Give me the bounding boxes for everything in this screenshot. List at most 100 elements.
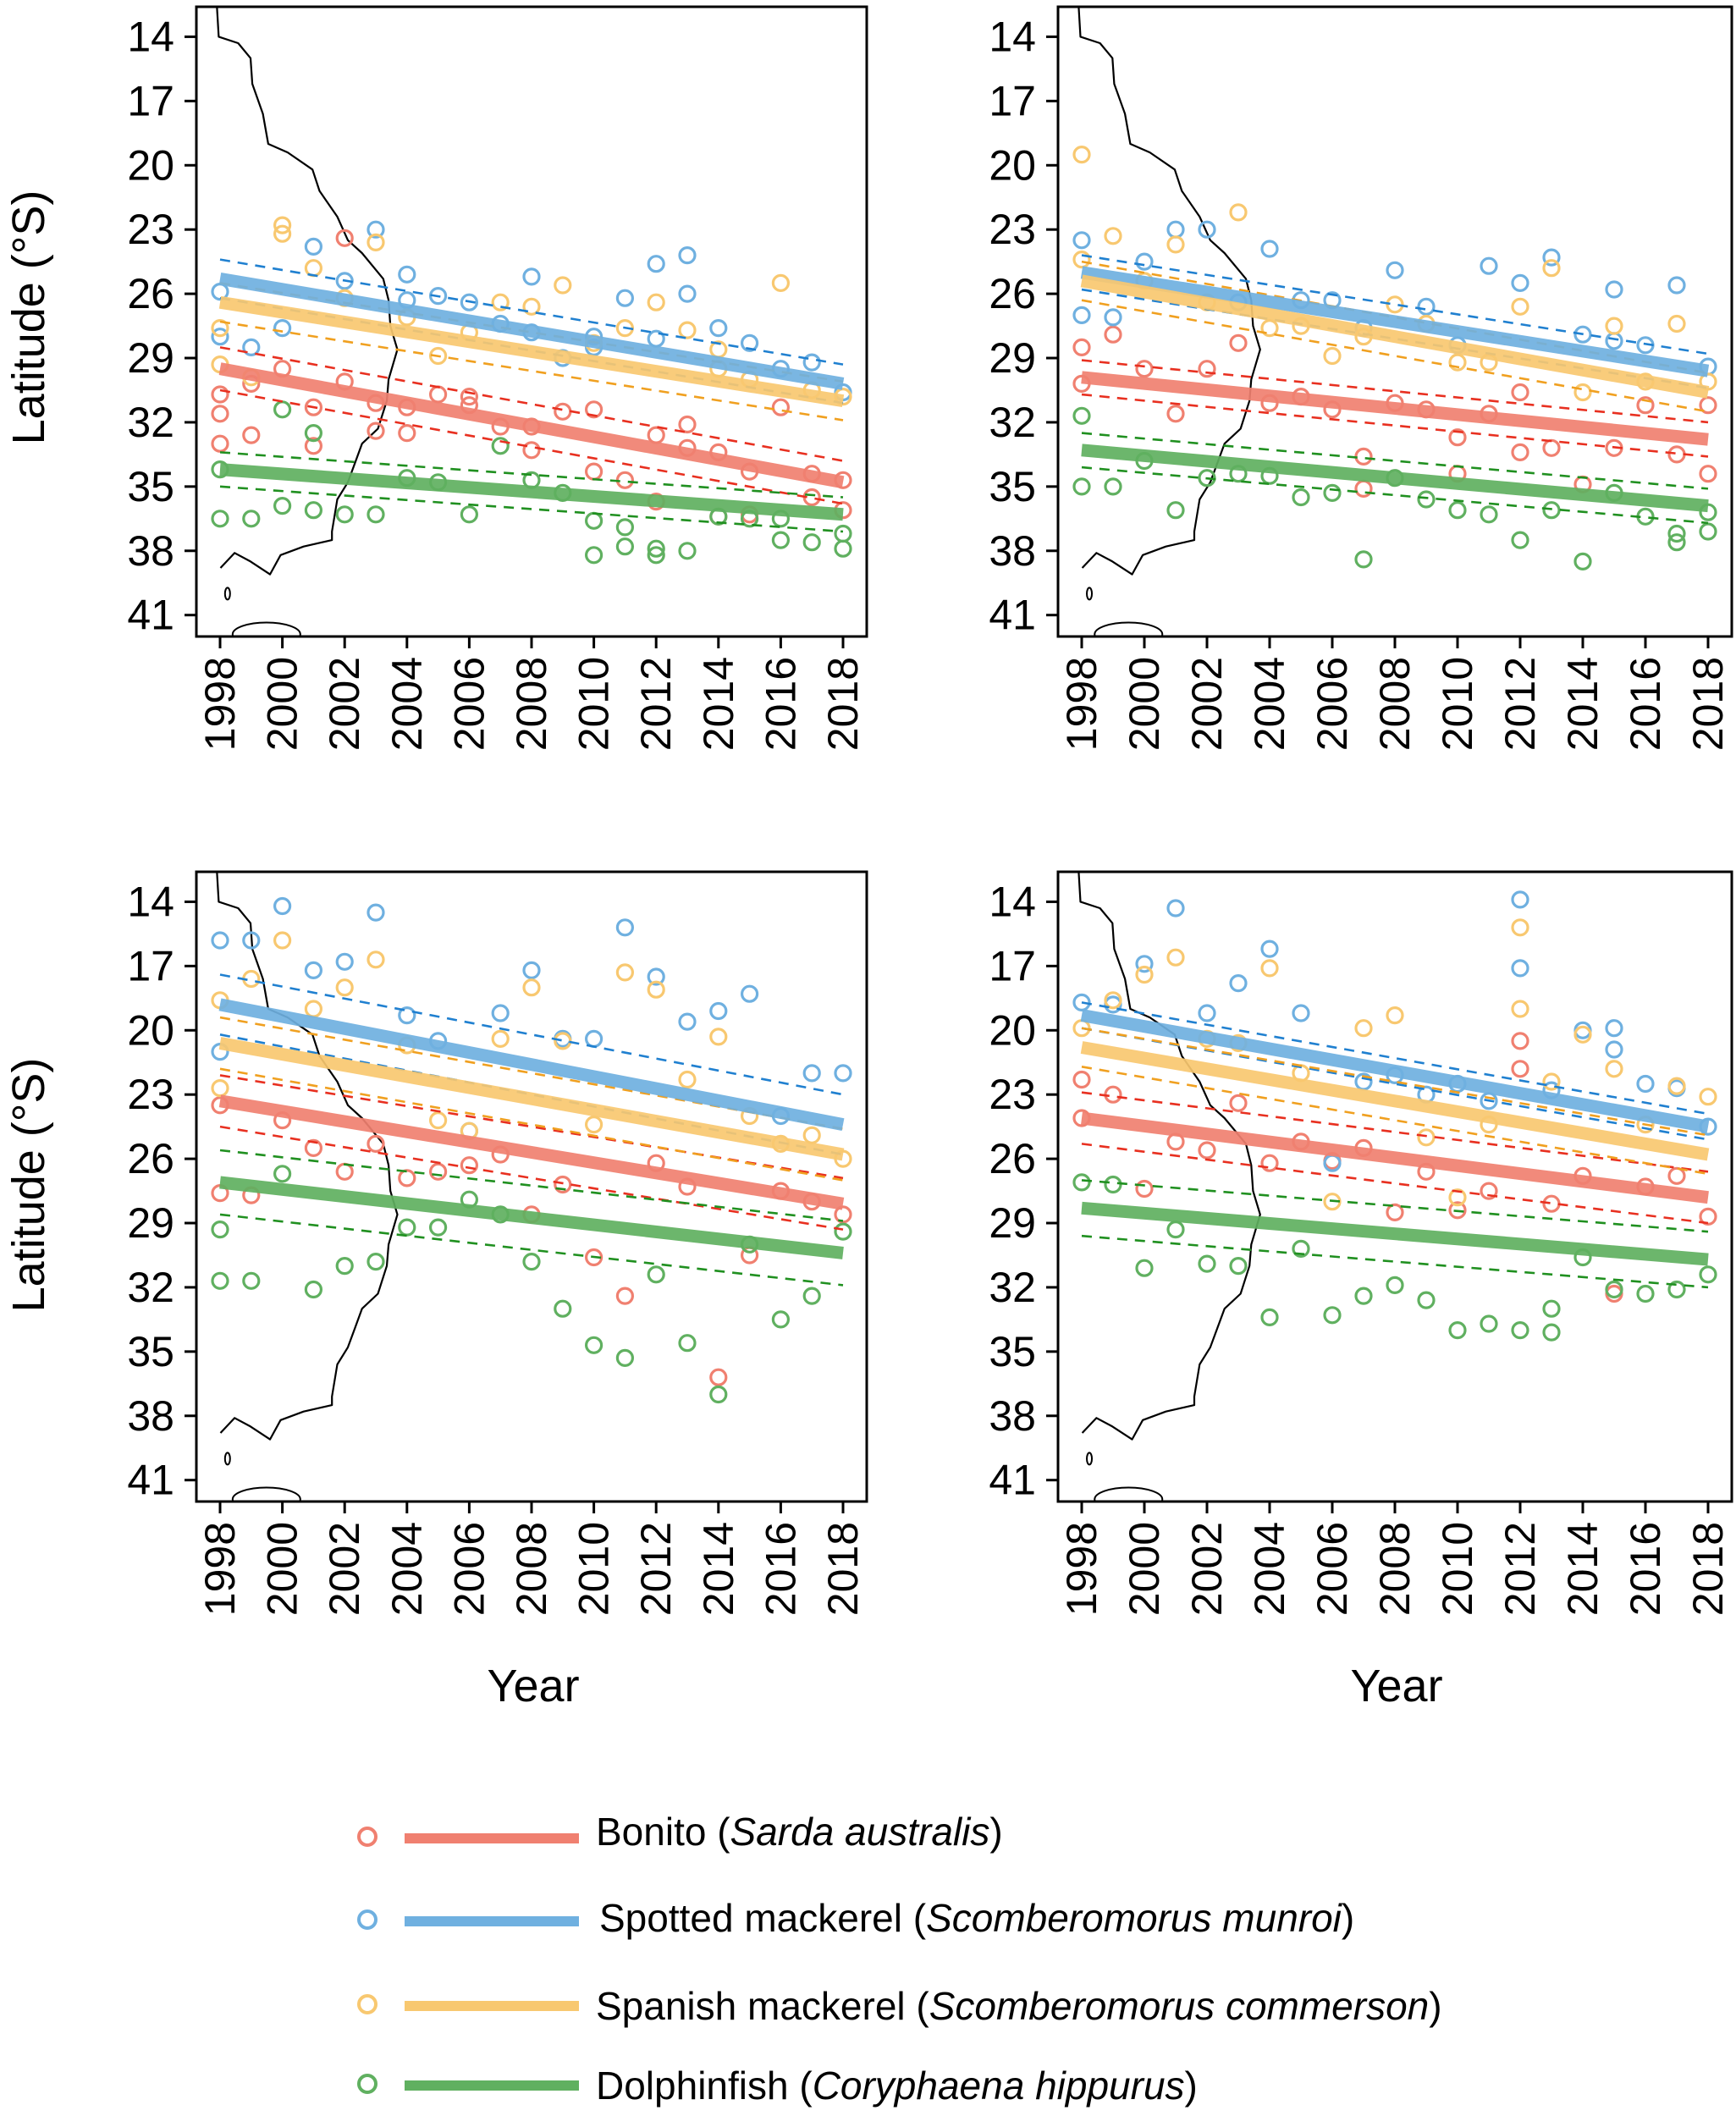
point-dolphin-bottom-left	[273, 1165, 292, 1183]
point-spotted-bottom-left	[802, 1064, 821, 1083]
point-bonito-bottom-left	[460, 1156, 479, 1175]
y-tick-label: 17	[989, 77, 1036, 124]
legend-sci-dolphin: Coryphaena hippurus	[813, 2064, 1185, 2108]
point-dolphin-top-left	[834, 539, 852, 558]
point-dolphin-top-right	[1511, 531, 1529, 549]
point-spotted-top-left	[615, 289, 635, 307]
x-tick-label: 2018	[819, 657, 867, 751]
y-tick-label: 14	[989, 13, 1036, 60]
panel-top-left: 14 17 20 23 26 29 32 35 38 41 1998 2000 2002 2004 2006…	[127, 5, 868, 751]
point-spanish-top-left	[647, 293, 665, 311]
point-spotted-bottom-left	[273, 896, 292, 916]
point-spanish-bottom-left	[366, 951, 385, 969]
x-tick-label: 1998	[196, 657, 244, 751]
point-spotted-top-right	[1386, 261, 1404, 279]
x-tick-label: 2008	[1371, 657, 1419, 751]
point-spotted-bottom-right	[1135, 955, 1154, 973]
point-spanish-bottom-right	[1448, 1188, 1467, 1207]
x-tick-label: 2014	[1559, 657, 1606, 751]
point-spanish-bottom-right	[1667, 1077, 1686, 1095]
x-tick-label: 1998	[1058, 1522, 1105, 1616]
point-bonito-bottom-right	[1511, 1060, 1529, 1078]
point-bonito-top-right	[1667, 445, 1686, 464]
point-dolphin-bottom-right	[1417, 1291, 1436, 1309]
point-bonito-top-right	[1198, 360, 1216, 378]
point-dolphin-top-left	[366, 505, 385, 524]
point-spanish-top-right	[1542, 259, 1561, 278]
legend-label-spotted: Spotted mackerel (Scomberomorus munroi)	[599, 1896, 1354, 1940]
x-tick-label: 2002	[321, 1522, 368, 1616]
island-map-icon	[1086, 1452, 1094, 1466]
point-bonito-top-left	[366, 422, 385, 440]
point-spanish-top-right	[1573, 383, 1592, 402]
point-spanish-bottom-right	[1699, 1088, 1717, 1106]
point-spotted-top-right	[1667, 276, 1686, 295]
point-dolphin-top-left	[771, 531, 791, 549]
y-tick-label: 41	[989, 592, 1036, 639]
point-bonito-bottom-right	[1229, 1094, 1248, 1112]
point-bonito-bottom-left	[304, 1138, 322, 1158]
y-tick-label: 23	[127, 206, 174, 253]
point-spanish-bottom-left	[709, 1028, 728, 1046]
point-dolphin-top-left	[273, 400, 292, 419]
point-spotted-bottom-left	[522, 961, 541, 980]
point-spanish-top-left	[273, 216, 292, 234]
point-spotted-bottom-left	[647, 967, 665, 986]
point-spanish-bottom-right	[1511, 1000, 1529, 1018]
point-spotted-top-left	[678, 284, 697, 303]
point-spanish-bottom-left	[802, 1126, 821, 1144]
point-spotted-top-left	[273, 319, 292, 338]
point-dolphin-top-left	[584, 546, 603, 565]
point-spotted-top-right	[1260, 240, 1279, 258]
x-tick-label: 2000	[259, 1522, 306, 1616]
point-spanish-bottom-left	[522, 978, 541, 997]
point-spanish-bottom-left	[678, 1070, 697, 1089]
point-spanish-bottom-left	[211, 1078, 229, 1098]
ci-upper-bonito-top-right	[1081, 359, 1709, 424]
point-spotted-bottom-left	[211, 931, 229, 950]
point-bonito-top-right	[1135, 360, 1154, 378]
point-spotted-top-left	[740, 333, 759, 352]
x-tick-label: 2008	[1371, 1522, 1419, 1616]
point-bonito-top-left	[304, 398, 322, 416]
point-spanish-top-right	[1511, 297, 1529, 316]
point-bonito-bottom-left	[428, 1162, 448, 1181]
australia-east-coast-map-icon	[216, 872, 399, 1441]
trend-line-spotted-top-right	[1080, 266, 1710, 377]
point-bonito-top-right	[1511, 443, 1529, 462]
point-dolphin-bottom-left	[211, 1220, 229, 1239]
point-bonito-top-right	[1511, 383, 1529, 402]
legend-close-dolphin: )	[1185, 2064, 1198, 2108]
x-tick-label: 2000	[1121, 657, 1168, 751]
point-spotted-top-left	[709, 319, 728, 338]
point-dolphin-top-left	[647, 539, 665, 558]
point-dolphin-top-left	[335, 505, 354, 524]
point-dolphin-bottom-left	[428, 1218, 448, 1237]
point-bonito-top-left	[398, 424, 416, 443]
y-tick-label: 38	[127, 527, 174, 575]
point-spotted-bottom-right	[1198, 1004, 1216, 1022]
legend-common-bonito: Bonito (	[596, 1810, 730, 1854]
legend-marker-bonito	[357, 1827, 378, 1847]
point-dolphin-bottom-right	[1605, 1280, 1623, 1299]
legend-sci-spanish: Scomberomorus commerson	[929, 1984, 1430, 2028]
x-tick-label: 1998	[196, 1522, 244, 1616]
ci-lower-dolphin-top-right	[1081, 466, 1709, 525]
panel-bottom-left: 14 17 20 23 26 29 32 35 38 41 1998 2000 2002 2004 2006…	[127, 870, 868, 1616]
point-spotted-bottom-left	[242, 931, 261, 950]
point-bonito-top-left	[428, 385, 448, 404]
point-bonito-bottom-left	[834, 1205, 852, 1224]
trend-line-bonito-bottom-left	[218, 1094, 845, 1210]
point-spotted-bottom-left	[615, 918, 635, 937]
point-spanish-top-right	[1072, 251, 1091, 269]
legend-sci-spotted: Scomberomorus munroi	[926, 1896, 1343, 1940]
point-spanish-bottom-left	[428, 1110, 448, 1130]
point-dolphin-bottom-right	[1198, 1254, 1216, 1273]
y-tick-label: 29	[989, 334, 1036, 382]
y-tick-label: 41	[127, 1457, 174, 1504]
y-tick-label: 20	[989, 1006, 1036, 1054]
point-spanish-bottom-left	[273, 931, 292, 950]
point-dolphin-top-right	[1072, 477, 1091, 496]
point-spotted-top-right	[1072, 306, 1091, 324]
x-tick-label: 2018	[1684, 1522, 1732, 1616]
